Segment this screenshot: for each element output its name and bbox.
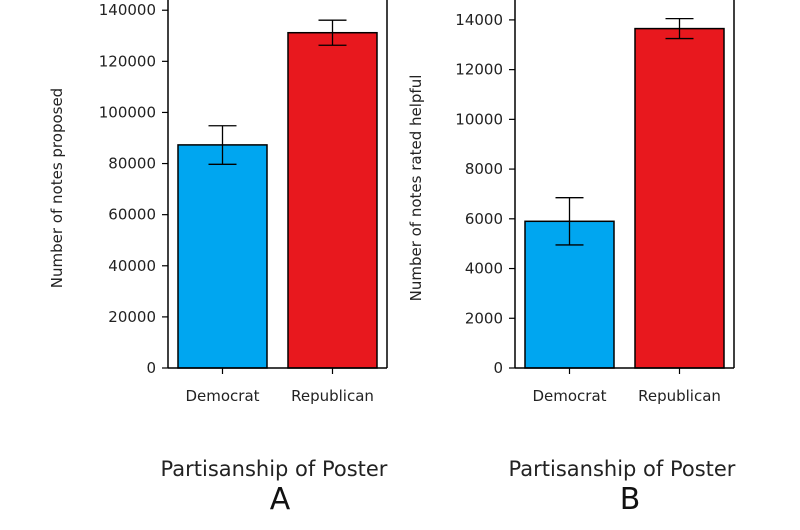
bar-a-republican xyxy=(287,31,378,369)
y-tick-label-a-40000: 40000 xyxy=(108,257,156,275)
x-axis-label-b: Partisanship of Poster xyxy=(508,457,736,481)
y-tick-label-a-60000: 60000 xyxy=(108,206,156,224)
y-tick-label-a-140000: 140000 xyxy=(99,1,156,19)
y-tick-label-b-10000: 10000 xyxy=(455,110,503,128)
x-tick-label-b-democrat: Democrat xyxy=(532,387,606,405)
y-tick-label-a-20000: 20000 xyxy=(108,308,156,326)
y-tick-label-b-14000: 14000 xyxy=(455,11,503,29)
y-tick-label-b-6000: 6000 xyxy=(465,210,503,228)
y-tick-label-b-2000: 2000 xyxy=(465,309,503,327)
x-tick-label-b-republican: Republican xyxy=(638,387,721,405)
y-axis-label-a: Number of notes proposed xyxy=(48,88,66,288)
y-tick-label-b-0: 0 xyxy=(493,359,503,377)
y-tick-label-a-0: 0 xyxy=(146,359,156,377)
x-tick-label-a-democrat: Democrat xyxy=(185,387,259,405)
bar-b-republican xyxy=(634,27,725,369)
y-tick-label-a-120000: 120000 xyxy=(99,52,156,70)
y-tick-label-a-80000: 80000 xyxy=(108,155,156,173)
y-axis-label-b: Number of notes rated helpful xyxy=(407,75,425,302)
bar-a-democrat xyxy=(177,144,268,369)
x-axis-label-a: Partisanship of Poster xyxy=(160,457,388,481)
y-tick-label-b-12000: 12000 xyxy=(455,61,503,79)
y-tick-label-b-4000: 4000 xyxy=(465,260,503,278)
x-tick-label-a-republican: Republican xyxy=(291,387,374,405)
y-tick-label-a-100000: 100000 xyxy=(99,103,156,121)
panel-label-a: A xyxy=(269,482,291,517)
y-tick-label-b-8000: 8000 xyxy=(465,160,503,178)
panel-label-b: B xyxy=(619,482,641,517)
